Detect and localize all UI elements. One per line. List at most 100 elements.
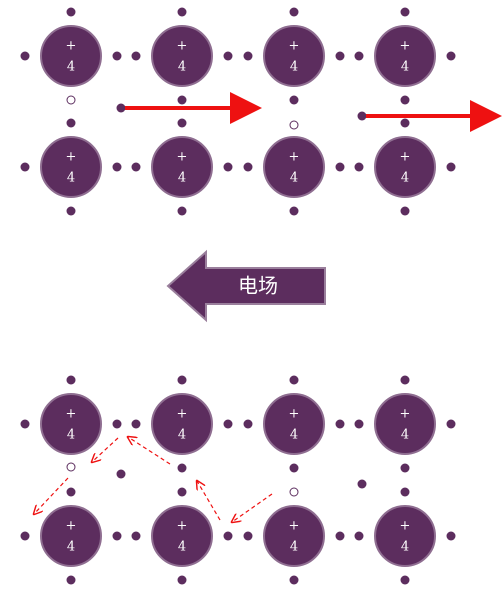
atom bbox=[40, 25, 102, 87]
atom-sign: + bbox=[177, 39, 188, 54]
electron bbox=[446, 51, 456, 61]
hole bbox=[66, 95, 76, 105]
atom-sign: + bbox=[66, 150, 77, 165]
electron bbox=[66, 118, 76, 128]
atom-sign: + bbox=[66, 39, 77, 54]
electron bbox=[243, 51, 253, 61]
electron bbox=[177, 375, 187, 385]
free-electron bbox=[357, 111, 367, 121]
electron bbox=[289, 375, 299, 385]
electron bbox=[20, 162, 30, 172]
atom-sign: + bbox=[400, 39, 411, 54]
electron bbox=[177, 206, 187, 216]
atom bbox=[263, 136, 325, 198]
atom-sign: + bbox=[66, 519, 77, 534]
electron bbox=[289, 206, 299, 216]
atom bbox=[374, 136, 436, 198]
atom bbox=[151, 25, 213, 87]
electron bbox=[112, 162, 122, 172]
electron bbox=[20, 419, 30, 429]
atom bbox=[40, 505, 102, 567]
electron bbox=[354, 51, 364, 61]
electron bbox=[400, 95, 410, 105]
electron bbox=[177, 95, 187, 105]
atom-charge: 4 bbox=[178, 171, 186, 186]
hole bbox=[289, 487, 299, 497]
electron bbox=[289, 7, 299, 17]
electron bbox=[289, 575, 299, 585]
electron bbox=[131, 51, 141, 61]
electron bbox=[400, 7, 410, 17]
hole-move-arrow bbox=[197, 481, 221, 521]
electron bbox=[289, 95, 299, 105]
atom bbox=[263, 393, 325, 455]
atom-charge: 4 bbox=[290, 540, 298, 555]
electron bbox=[400, 575, 410, 585]
electron bbox=[131, 419, 141, 429]
electron bbox=[66, 487, 76, 497]
electron bbox=[131, 531, 141, 541]
electron bbox=[354, 419, 364, 429]
electron bbox=[400, 463, 410, 473]
electron bbox=[177, 7, 187, 17]
electron bbox=[177, 487, 187, 497]
atom bbox=[374, 505, 436, 567]
electron bbox=[354, 162, 364, 172]
electron bbox=[354, 531, 364, 541]
electron bbox=[243, 531, 253, 541]
atom-charge: 4 bbox=[290, 60, 298, 75]
electron bbox=[177, 463, 187, 473]
electron bbox=[177, 118, 187, 128]
atom-sign: + bbox=[289, 407, 300, 422]
electron bbox=[243, 162, 253, 172]
electron bbox=[223, 419, 233, 429]
electron bbox=[223, 531, 233, 541]
electric-field-arrow: 电场 bbox=[166, 249, 326, 323]
hole-move-arrow bbox=[34, 477, 69, 514]
electron bbox=[335, 162, 345, 172]
atom-charge: 4 bbox=[67, 60, 75, 75]
atom-sign: + bbox=[177, 519, 188, 534]
electron bbox=[243, 419, 253, 429]
atom bbox=[263, 25, 325, 87]
hole bbox=[66, 462, 76, 472]
atom bbox=[374, 393, 436, 455]
hole-move-arrow bbox=[128, 437, 171, 465]
atom-charge: 4 bbox=[67, 171, 75, 186]
atom-charge: 4 bbox=[178, 60, 186, 75]
hole-move-arrow bbox=[92, 437, 119, 462]
atom-sign: + bbox=[177, 150, 188, 165]
atom bbox=[40, 393, 102, 455]
atom bbox=[151, 505, 213, 567]
electron bbox=[20, 51, 30, 61]
electron bbox=[446, 162, 456, 172]
electron bbox=[446, 531, 456, 541]
electron bbox=[177, 575, 187, 585]
electron bbox=[131, 162, 141, 172]
atom-sign: + bbox=[289, 150, 300, 165]
atom-charge: 4 bbox=[290, 428, 298, 443]
atom-sign: + bbox=[289, 519, 300, 534]
free-electron bbox=[357, 479, 367, 489]
atom bbox=[263, 505, 325, 567]
atom-charge: 4 bbox=[401, 171, 409, 186]
electron bbox=[112, 51, 122, 61]
atom-charge: 4 bbox=[67, 428, 75, 443]
atom-sign: + bbox=[400, 407, 411, 422]
atom bbox=[374, 25, 436, 87]
electron bbox=[66, 375, 76, 385]
electron bbox=[223, 162, 233, 172]
electron bbox=[335, 419, 345, 429]
electron bbox=[400, 118, 410, 128]
electron bbox=[289, 463, 299, 473]
atom bbox=[151, 393, 213, 455]
field-label: 电场 bbox=[238, 274, 278, 298]
electron bbox=[112, 531, 122, 541]
atom bbox=[151, 136, 213, 198]
atom-charge: 4 bbox=[401, 428, 409, 443]
atom-charge: 4 bbox=[178, 428, 186, 443]
atom bbox=[40, 136, 102, 198]
atom-charge: 4 bbox=[401, 60, 409, 75]
electron bbox=[400, 375, 410, 385]
